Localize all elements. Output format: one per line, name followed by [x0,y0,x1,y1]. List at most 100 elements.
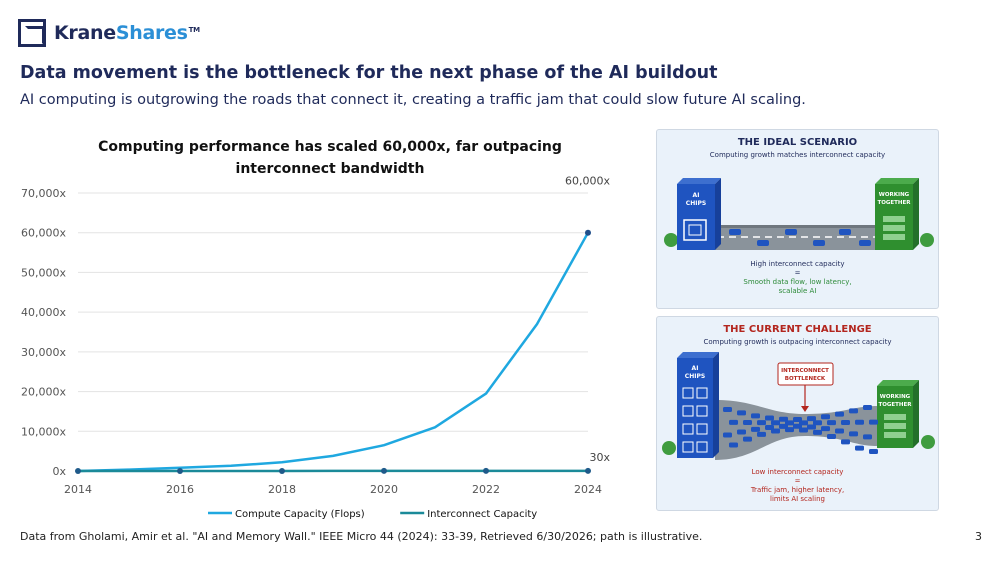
legend-label: Compute Capacity (Flops) [235,509,365,520]
car-icon [793,423,802,429]
working-together-label-line-1: WORKING [880,394,911,400]
arrow-down-icon [801,406,809,412]
series-point [279,467,285,474]
series-point [75,467,81,474]
car-icon [827,433,836,439]
data-label: 30x [589,451,610,464]
car-icon [751,426,760,432]
line-chart: 0x 10,000x 20,000x 30,000x 40,000x 50,000x 60,… [21,175,610,520]
page-subhead: AI computing is outgrowing the roads tha… [20,92,806,108]
car-icon [807,416,816,422]
working-together-label-line-2: TOGETHER [878,402,912,408]
ideal-caption-line-2: = [794,269,801,277]
working-together-building-icon [877,380,919,448]
car-icon [813,420,822,426]
car-icon [835,428,844,434]
car-icon [723,432,732,438]
chart-title: Computing performance has scaled 60,000x… [90,136,570,180]
car-icon [807,424,816,430]
challenge-caption-line-1: Low interconnect capacity [751,468,844,476]
car-icon [765,415,774,421]
car-icon [841,439,850,445]
brand-logo: KraneSharesTM [18,18,200,48]
bottleneck-label-line-2: BOTTLENECK [785,376,826,382]
y-tick-label: 50,000x [21,266,66,279]
challenge-caption-line-4: limits AI scaling [770,495,825,503]
car-icon [869,449,878,454]
car-icon [757,420,766,426]
ideal-caption-line-3: Smooth data flow, low latency, [743,278,852,286]
ai-chips-label-line-1: AI [692,365,699,372]
bottleneck-callout [777,362,834,412]
working-together-label-line-2: TOGETHER [877,200,911,206]
tree-icon [662,435,935,455]
working-together-label-line-1: WORKING [879,192,910,198]
car-icon [869,419,878,425]
ideal-scenario-subtitle: Computing growth matches interconnect ca… [709,151,886,159]
ideal-scenario-illustration: AI CHIPS WORKING TOGETHER [664,178,934,250]
car-icon [863,434,872,440]
car-icon [799,427,808,433]
road-icon [709,225,889,250]
car-icon [855,419,864,425]
tree-icon [664,233,934,247]
car-icon [849,431,858,437]
brand-name: KraneSharesTM [54,22,200,44]
car-icon [849,408,858,414]
car-icon [785,427,794,433]
car-icon [737,429,746,435]
car-icon [743,436,752,442]
y-tick-label: 40,000x [21,306,66,319]
x-tick-label: 2024 [574,483,602,496]
y-tick-label: 30,000x [21,346,66,359]
x-tick-label: 2014 [64,483,92,496]
series-point [585,467,591,474]
ai-chips-building-icon [677,178,721,250]
series-point [585,229,591,236]
car-icon [779,416,788,422]
ai-chips-building-icon [677,352,719,458]
car-icon [821,414,830,420]
car-icon [785,420,794,426]
challenge-caption: Low interconnect capacity = Traffic jam,… [657,468,938,504]
car-icon [743,420,752,426]
current-challenge-illustration: INTERCONNECT BOTTLENECK AI CHIPS [662,352,935,460]
car-icon [827,420,836,426]
challenge-caption-line-2: = [794,477,801,485]
chart-title-line-1: Computing performance has scaled 60,000x… [98,139,562,155]
x-tick-label: 2018 [268,483,296,496]
working-together-building-icon [875,178,919,250]
car-icon [835,411,844,417]
y-tick-label: 10,000x [21,425,66,438]
ai-chips-label-line-2: CHIPS [685,373,705,380]
x-tick-label: 2020 [370,483,398,496]
car-icon [863,405,872,410]
y-tick-label: 60,000x [21,227,66,240]
x-tick-label: 2022 [472,483,500,496]
page-number: 3 [975,530,982,543]
legend-label: Interconnect Capacity [427,509,537,520]
challenge-caption-line-3: Traffic jam, higher latency, [750,486,845,494]
ideal-caption-line-1: High interconnect capacity [750,260,845,268]
ai-chips-label-line-2: CHIPS [686,200,706,207]
car-icon [821,426,830,432]
series-point [483,467,489,474]
car-icon [841,419,850,425]
y-tick-label: 20,000x [21,386,66,399]
car-icon [723,407,732,413]
current-challenge-panel: THE CURRENT CHALLENGE Computing growth i… [656,316,939,511]
series-line-1 [77,232,590,473]
car-icon [771,420,780,426]
car-icon [751,413,760,419]
series-point [381,467,387,474]
current-challenge-title: THE CURRENT CHALLENGE [723,324,872,335]
traffic-jam-icon [723,405,878,454]
car-icon [729,229,871,246]
car-icon [855,445,864,451]
chart-title-line-2: interconnect bandwidth [235,161,425,177]
page-headline: Data movement is the bottleneck for the … [20,63,718,83]
car-icon [737,410,746,416]
ideal-caption: High interconnect capacity = Smooth data… [657,260,938,296]
brand-logo-icon [18,19,46,47]
series-point [177,467,183,474]
